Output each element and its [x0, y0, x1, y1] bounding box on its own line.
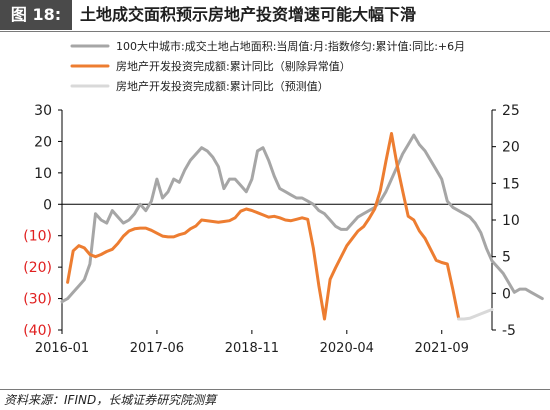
right-tick-label: -5	[502, 323, 516, 339]
left-tick-label: 30	[34, 103, 52, 119]
legend: 100大中城市:成交土地占地面积:当周值:月:指数修匀:累计值:同比:+6月房地…	[70, 39, 465, 93]
right-tick-label: 25	[502, 103, 520, 119]
legend-label-3: 房地产开发投资完成额:累计同比（预测值）	[116, 79, 329, 93]
figure-header: 图 18: 土地成交面积预示房地产投资增速可能大幅下滑	[0, 0, 550, 30]
series-lines	[60, 132, 544, 321]
legend-label-2: 房地产开发投资完成额:累计同比（剔除异常值）	[116, 59, 351, 73]
legend-label-1: 100大中城市:成交土地占地面积:当周值:月:指数修匀:累计值:同比:+6月	[116, 39, 465, 53]
right-tick-label: 20	[502, 140, 520, 156]
x-tick-label: 2020-04	[320, 341, 374, 356]
figure-title: 土地成交面积预示房地产投资增速可能大幅下滑	[80, 5, 417, 24]
left-tick-label: (30)	[23, 292, 52, 308]
line-chart: 30 20 10 0 (10) (20) (30) (40) 25 20 15 10 5 0 -5 2016-…	[23, 39, 544, 356]
x-tick-label: 2018-11	[225, 341, 279, 356]
x-tick-label: 2016-01	[35, 341, 89, 356]
left-tick-label: (10)	[23, 229, 52, 245]
header-divider	[0, 31, 550, 32]
series-line-1	[60, 133, 544, 304]
left-tick-label: 10	[34, 166, 52, 182]
x-tick-label: 2017-06	[130, 341, 184, 356]
source-note: 资料来源：IFIND，长城证券研究院测算	[4, 393, 217, 407]
axes-group: 30 20 10 0 (10) (20) (30) (40) 25 20 15 10 5 0 -5 2016-…	[23, 103, 520, 356]
left-tick-label: 20	[34, 134, 52, 150]
left-tick-label: 0	[43, 197, 52, 213]
series-line-2	[66, 132, 460, 321]
left-tick-label: (20)	[23, 260, 52, 276]
right-tick-label: 0	[502, 286, 511, 302]
x-tick-label: 2021-09	[415, 341, 469, 356]
right-tick-label: 5	[502, 250, 511, 266]
figure-label: 图 18:	[0, 0, 72, 30]
right-tick-label: 15	[502, 176, 520, 192]
series-line-3	[457, 308, 494, 321]
right-tick-label: 10	[502, 213, 520, 229]
left-tick-label: (40)	[23, 323, 52, 339]
footer-divider	[0, 389, 550, 390]
